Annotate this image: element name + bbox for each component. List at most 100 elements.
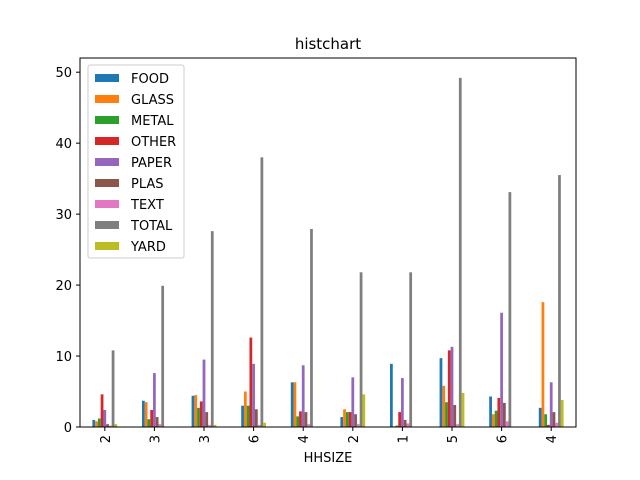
bar-other-7 xyxy=(447,350,451,427)
bar-yard-5 xyxy=(362,394,366,427)
bar-other-5 xyxy=(348,412,352,427)
bar-yard-9 xyxy=(560,400,564,427)
bar-metal-6 xyxy=(395,425,399,427)
bar-food-4 xyxy=(290,382,294,427)
legend-swatch-glass xyxy=(95,95,119,103)
y-tick-label: 20 xyxy=(55,279,72,294)
y-tick-label: 0 xyxy=(64,421,72,436)
bar-paper-3 xyxy=(252,363,255,427)
chart-title: histchart xyxy=(295,35,361,53)
x-tick-label: 3 xyxy=(198,435,213,443)
bar-other-6 xyxy=(398,412,402,427)
x-axis-label: HHSIZE xyxy=(304,451,353,466)
bar-glass-1 xyxy=(144,402,148,427)
bar-food-5 xyxy=(340,417,344,427)
bar-other-3 xyxy=(249,337,253,427)
x-axis: 2 3 3 6 4 2 1 5 6 4 xyxy=(99,427,560,443)
legend-swatch-metal xyxy=(95,116,119,124)
bar-plas-0 xyxy=(106,424,109,427)
bar-other-1 xyxy=(150,409,154,427)
legend-label-food: FOOD xyxy=(131,72,169,87)
bar-total-2 xyxy=(210,231,214,427)
bar-metal-8 xyxy=(494,410,498,427)
bar-total-1 xyxy=(161,285,165,427)
y-tick-label: 50 xyxy=(55,66,72,81)
bar-paper-9 xyxy=(549,382,553,427)
bar-other-2 xyxy=(199,401,203,427)
bar-metal-7 xyxy=(445,402,448,427)
bar-paper-7 xyxy=(450,346,454,427)
bar-glass-0 xyxy=(95,421,98,427)
bar-total-6 xyxy=(409,272,413,427)
bar-text-6 xyxy=(406,423,410,427)
bar-food-0 xyxy=(92,419,96,427)
legend-swatch-total xyxy=(95,221,119,229)
bar-plas-3 xyxy=(254,409,258,427)
bar-total-4 xyxy=(310,229,313,427)
bar-total-9 xyxy=(558,175,561,427)
x-tick-label: 3 xyxy=(148,435,163,443)
x-tick-label: 4 xyxy=(297,435,312,443)
legend-label-text: TEXT xyxy=(130,198,164,213)
x-tick-label: 5 xyxy=(446,435,461,443)
bar-yard-3 xyxy=(263,422,266,427)
bar-paper-6 xyxy=(401,378,404,427)
bar-glass-5 xyxy=(343,409,346,427)
legend-label-glass: GLASS xyxy=(131,93,174,108)
bar-plas-9 xyxy=(552,412,556,427)
bar-metal-5 xyxy=(345,412,349,427)
bar-metal-4 xyxy=(296,416,300,427)
legend: FOOD GLASS METAL OTHER PAPER PLAS TEXT TOTAL YAR… xyxy=(87,64,185,259)
bar-plas-8 xyxy=(502,402,506,427)
plot-frame xyxy=(79,57,577,428)
x-tick-label: 2 xyxy=(347,435,362,443)
bar-yard-2 xyxy=(213,424,217,427)
bar-paper-2 xyxy=(202,359,206,427)
bar-text-2 xyxy=(208,424,211,427)
legend-label-plas: PLAS xyxy=(131,177,164,192)
bar-text-9 xyxy=(555,422,559,427)
bar-text-1 xyxy=(158,424,162,427)
bar-yard-7 xyxy=(461,392,465,427)
bar-glass-4 xyxy=(293,382,297,427)
bar-food-8 xyxy=(489,396,492,427)
bar-paper-8 xyxy=(500,312,503,427)
legend-swatch-yard xyxy=(95,242,119,250)
bar-plas-5 xyxy=(354,414,357,427)
y-tick-label: 40 xyxy=(55,137,72,152)
bar-paper-1 xyxy=(153,373,156,427)
bar-text-3 xyxy=(257,424,261,427)
legend-label-yard: YARD xyxy=(130,240,166,255)
bar-plas-4 xyxy=(304,412,308,427)
bar-text-4 xyxy=(307,424,311,427)
bar-food-6 xyxy=(390,363,393,427)
bar-metal-9 xyxy=(544,414,548,427)
bar-other-8 xyxy=(497,397,501,427)
legend-label-metal: METAL xyxy=(131,114,174,129)
legend-label-other: OTHER xyxy=(131,135,176,150)
bar-text-0 xyxy=(108,425,112,427)
bar-food-3 xyxy=(241,405,244,427)
bar-glass-9 xyxy=(541,302,545,427)
bar-total-0 xyxy=(111,350,115,427)
y-tick-label: 30 xyxy=(55,208,72,223)
bar-metal-1 xyxy=(147,419,151,427)
y-tick-label: 10 xyxy=(55,350,72,365)
legend-swatch-food xyxy=(95,74,119,82)
bars-layer xyxy=(92,77,564,428)
bar-glass-8 xyxy=(491,414,495,427)
bar-plas-1 xyxy=(155,417,159,427)
bar-total-7 xyxy=(458,77,462,428)
bar-metal-3 xyxy=(246,405,250,427)
bar-paper-0 xyxy=(103,409,107,427)
bar-other-9 xyxy=(547,424,550,427)
bar-glass-3 xyxy=(243,391,247,427)
bar-plas-7 xyxy=(453,405,457,427)
bar-text-8 xyxy=(505,421,509,427)
y-axis: 0 10 20 30 40 50 xyxy=(55,66,80,436)
legend-label-total: TOTAL xyxy=(130,219,173,234)
bar-text-5 xyxy=(356,424,360,427)
bar-yard-0 xyxy=(114,424,118,427)
bar-metal-0 xyxy=(97,418,101,427)
